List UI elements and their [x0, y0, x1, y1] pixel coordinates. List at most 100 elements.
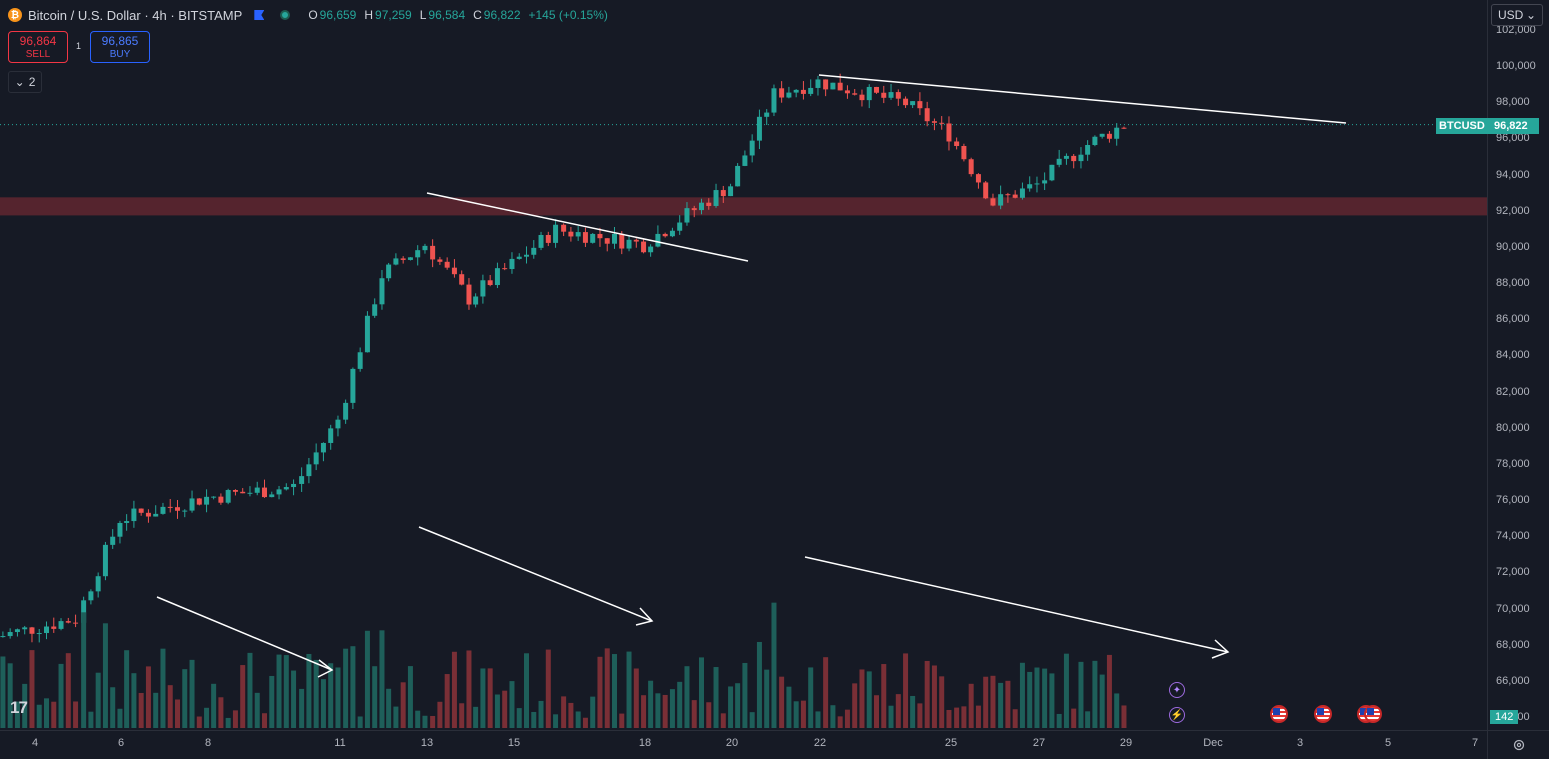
- candle-body: [553, 224, 559, 243]
- volume-bar: [568, 702, 574, 728]
- chevron-down-icon: ⌄: [14, 75, 25, 89]
- candle-body: [597, 233, 603, 239]
- sparkle-icon[interactable]: ✦: [1169, 682, 1185, 698]
- candle-body: [473, 296, 479, 305]
- volume-bar: [36, 704, 42, 728]
- spread-value: 1: [76, 41, 82, 51]
- volume-bar: [225, 717, 231, 728]
- candle-body: [51, 626, 57, 629]
- volume-bar: [480, 668, 486, 728]
- sell-button[interactable]: 96,864 SELL: [8, 31, 68, 63]
- candle-body: [240, 491, 246, 494]
- price-tick: 98,000: [1496, 96, 1530, 109]
- time-scale[interactable]: 4 6 8 11 13 15 18 20 22 25 27 29 Dec 3 5 7: [0, 730, 1487, 759]
- volume-bar: [699, 657, 704, 728]
- buy-button[interactable]: 96,865 BUY: [90, 31, 150, 63]
- candle-body: [283, 487, 289, 490]
- volume-bar: [1049, 673, 1055, 728]
- volume-bar: [509, 681, 515, 728]
- candle-body: [590, 233, 596, 243]
- candle-body: [720, 190, 726, 197]
- volume-bar: [800, 700, 806, 728]
- price-tick: 94,000: [1496, 168, 1530, 181]
- candle-body: [167, 506, 173, 508]
- candle-body: [691, 208, 697, 211]
- candle-body: [88, 591, 94, 601]
- volume-bar: [975, 705, 981, 728]
- candle-body: [306, 464, 312, 477]
- volume-bar: [379, 630, 385, 728]
- market-status-icon: [280, 10, 291, 20]
- chart-area[interactable]: [0, 0, 1487, 730]
- volume-bar: [830, 705, 836, 728]
- volume-bar: [633, 668, 639, 728]
- time-tick: Dec: [1203, 737, 1223, 749]
- volume-bar: [196, 716, 202, 728]
- candle-body: [531, 247, 537, 255]
- us-flag-icon[interactable]: [1364, 705, 1382, 723]
- volume-bar: [1078, 661, 1084, 728]
- chevron-down-icon: ⌄: [1525, 8, 1536, 22]
- price-tick: 86,000: [1496, 313, 1530, 326]
- lightning-icon[interactable]: ⚡: [1169, 707, 1185, 723]
- candle-body: [44, 626, 49, 634]
- candle-body: [1099, 133, 1105, 137]
- symbol-title[interactable]: Bitcoin / U.S. Dollar · 4h · BITSTAMP: [28, 7, 243, 23]
- candle-body: [182, 510, 188, 512]
- candle-body: [800, 89, 806, 94]
- candle-body: [459, 274, 465, 285]
- volume-bar: [786, 686, 792, 728]
- settings-icon[interactable]: [1487, 730, 1549, 759]
- price-tick: 68,000: [1496, 638, 1530, 651]
- candle-body: [859, 94, 865, 101]
- volume-bar: [648, 680, 654, 728]
- volume-arrow-3-head: [1211, 639, 1230, 659]
- currency-dropdown[interactable]: USD ⌄: [1491, 4, 1543, 26]
- volume-bar: [619, 713, 625, 728]
- candle-body: [575, 232, 581, 237]
- flag-icon[interactable]: [254, 10, 265, 20]
- volume-bar: [590, 696, 596, 728]
- candle-body: [837, 82, 843, 91]
- volume-bar: [524, 653, 529, 728]
- ohlc-values: O 96,659 H 97,259 L 96,584 C 96,822 +145 (+0…: [308, 8, 614, 22]
- candle-body: [1027, 184, 1033, 189]
- candle-body: [561, 224, 567, 232]
- indicators-toggle[interactable]: ⌄ 2: [8, 71, 42, 93]
- volume-bar: [335, 667, 341, 728]
- candle-body: [36, 633, 42, 635]
- tradingview-logo[interactable]: 17: [10, 698, 28, 717]
- volume-bar: [73, 701, 79, 728]
- symbol-legend[interactable]: ₿ Bitcoin / U.S. Dollar · 4h · BITSTAMP …: [8, 5, 614, 25]
- candle-body: [400, 258, 406, 260]
- volume-bar: [1092, 660, 1098, 728]
- candle-body: [1019, 188, 1025, 198]
- volume-bar: [575, 711, 581, 728]
- candle-body: [524, 254, 529, 257]
- candle-body: [677, 222, 683, 231]
- volume-bar: [343, 648, 349, 728]
- volume-bar: [1114, 693, 1120, 728]
- us-flag-icon[interactable]: [1270, 705, 1288, 723]
- time-tick: 4: [31, 737, 39, 749]
- candle-body: [779, 88, 785, 98]
- volume-bar: [437, 701, 443, 728]
- volume-bar: [553, 714, 559, 728]
- volume-bar: [735, 683, 741, 728]
- volume-bar: [283, 655, 289, 728]
- candle-body: [742, 155, 748, 166]
- candle-body: [684, 208, 690, 223]
- volume-arrow-3: [804, 556, 1229, 653]
- candle-body: [218, 496, 224, 503]
- candle-body: [386, 264, 392, 279]
- bitcoin-logo: ₿: [8, 8, 22, 22]
- volume-bar: [756, 641, 762, 728]
- volume-bar: [153, 692, 159, 728]
- us-flag-icon[interactable]: [1314, 705, 1332, 723]
- volume-bar: [881, 664, 887, 728]
- chart-canvas[interactable]: [0, 0, 1487, 730]
- volume-bar: [240, 665, 246, 728]
- volume-bar: [211, 683, 217, 728]
- price-scale[interactable]: 102,000 100,000 98,000 96,000 94,000 92,000 90…: [1487, 0, 1549, 730]
- open-value: 96,659: [319, 8, 357, 22]
